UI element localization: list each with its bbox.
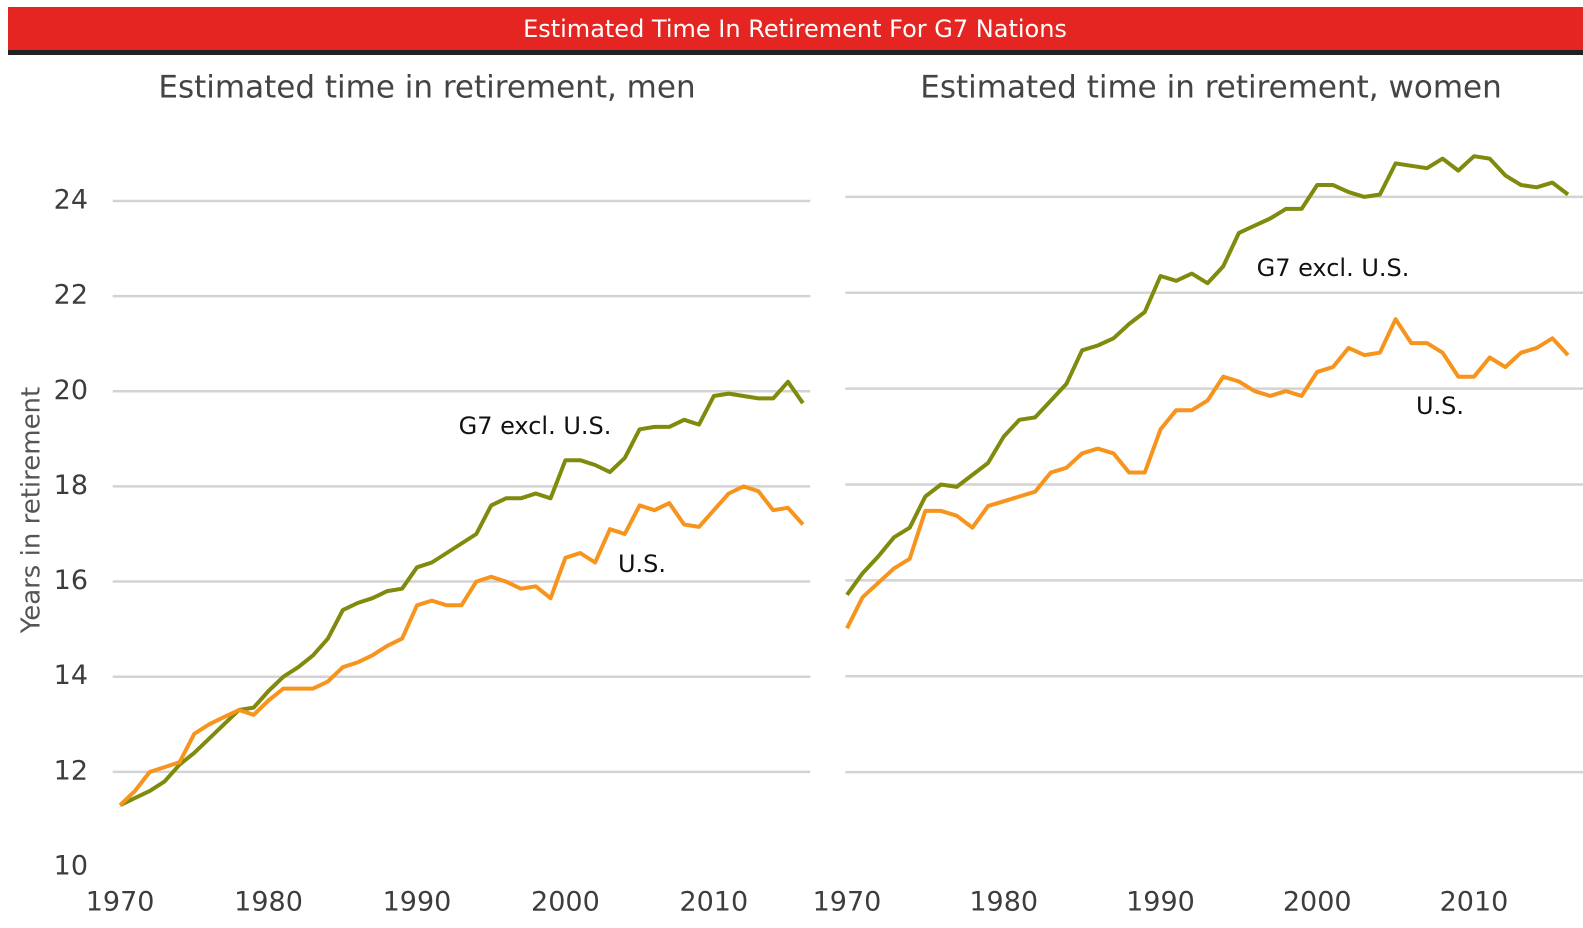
x-tick-label: 1990 [383,887,452,918]
y-tick-label: 14 [54,660,88,691]
x-tick-label: 1970 [813,887,882,918]
x-tick-label: 2010 [679,887,748,918]
chart-title: Estimated time in retirement, men [158,70,695,106]
series-label: U.S. [618,550,666,578]
x-tick-label: 2000 [1283,887,1352,918]
line-series [119,379,805,808]
x-tick-label: 1980 [969,887,1038,918]
y-tick-label: 16 [54,565,88,596]
chart-title: Estimated time in retirement, women [920,70,1502,106]
x-tick-label: 1980 [234,887,303,918]
series-label: U.S. [1416,392,1464,420]
banner-rule [8,50,1583,55]
y-axis-label: Years in retirement [17,387,47,634]
line-series [118,484,805,807]
x-tick-label: 1990 [1126,887,1195,918]
series-label: G7 excl. U.S. [1257,254,1410,282]
line-series [845,317,1570,630]
y-tick-label: 20 [54,375,88,406]
y-tick-label: 12 [54,755,88,786]
series-label: G7 excl. U.S. [459,412,612,440]
line-series [845,154,1570,596]
x-tick-label: 1970 [86,887,155,918]
y-tick-label: 10 [54,851,88,882]
x-tick-label: 2010 [1440,887,1509,918]
y-tick-label: 22 [54,280,88,311]
banner [8,7,1583,50]
x-tick-label: 2000 [531,887,600,918]
banner-title: Estimated Time In Retirement For G7 Nati… [523,15,1067,43]
y-tick-label: 18 [54,470,88,501]
y-tick-label: 24 [54,184,88,215]
